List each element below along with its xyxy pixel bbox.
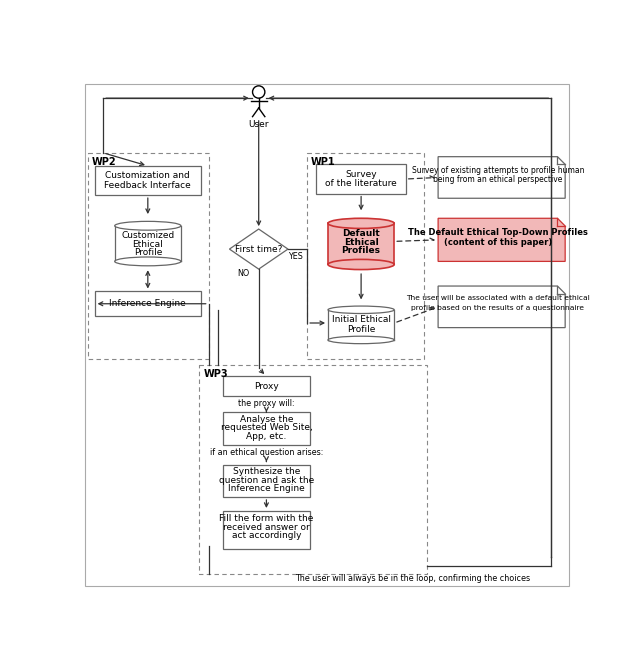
Ellipse shape [115,221,181,230]
FancyBboxPatch shape [115,226,181,262]
Text: Customization and: Customization and [106,171,190,181]
FancyBboxPatch shape [223,412,310,445]
FancyBboxPatch shape [88,153,209,359]
FancyBboxPatch shape [95,291,201,316]
Ellipse shape [328,218,394,228]
Text: Default: Default [342,229,380,238]
Text: Synthesize the: Synthesize the [233,467,300,476]
Text: Inference Engine: Inference Engine [109,299,186,308]
FancyBboxPatch shape [307,153,424,359]
Text: The user will be associated with a default ethical: The user will be associated with a defau… [406,295,589,301]
Text: question and ask the: question and ask the [219,475,314,485]
Polygon shape [438,286,565,327]
FancyBboxPatch shape [223,465,310,497]
Polygon shape [230,229,288,269]
Text: YES: YES [288,252,303,261]
FancyBboxPatch shape [95,166,201,195]
Text: (content of this paper): (content of this paper) [444,238,552,248]
Text: WP2: WP2 [92,157,116,167]
Text: Ethical: Ethical [344,238,378,246]
Text: being from an ethical perspective: being from an ethical perspective [433,175,563,185]
Text: Proxy: Proxy [254,382,279,390]
Text: Survey: Survey [346,170,377,179]
Text: App, etc.: App, etc. [246,432,287,441]
Ellipse shape [328,336,394,344]
Text: Profile: Profile [134,248,162,257]
Text: act accordingly: act accordingly [232,531,301,540]
FancyBboxPatch shape [328,310,394,340]
Polygon shape [438,157,565,199]
Text: Initial Ethical: Initial Ethical [332,315,390,325]
Text: requested Web Site,: requested Web Site, [221,423,312,432]
Text: Feedback Interface: Feedback Interface [104,181,191,190]
Text: NO: NO [237,269,250,278]
Text: of the literature: of the literature [325,179,397,188]
Text: WP1: WP1 [311,157,336,167]
Text: Ethical: Ethical [132,240,163,249]
Text: Profiles: Profiles [342,246,381,255]
Ellipse shape [115,257,181,266]
Text: Profile: Profile [347,325,375,333]
Text: WP3: WP3 [204,369,228,379]
Text: User: User [248,120,269,129]
Text: Customized: Customized [121,230,175,240]
Text: Fill the form with the: Fill the form with the [220,514,314,523]
Ellipse shape [328,306,394,313]
FancyBboxPatch shape [200,365,427,574]
Text: the proxy will:: the proxy will: [238,399,294,408]
FancyBboxPatch shape [316,165,406,194]
Text: Inference Engine: Inference Engine [228,484,305,493]
Text: Survey of existing attempts to profile human: Survey of existing attempts to profile h… [412,166,584,175]
Text: The user will always be in the loop, confirming the choices: The user will always be in the loop, con… [295,574,531,583]
Text: Analyse the: Analyse the [239,415,293,424]
Polygon shape [438,218,565,262]
Text: The Default Ethical Top-Down Profiles: The Default Ethical Top-Down Profiles [408,228,588,236]
Ellipse shape [328,260,394,270]
FancyBboxPatch shape [86,84,569,586]
Text: First time?: First time? [235,244,282,254]
FancyBboxPatch shape [223,511,310,549]
Circle shape [253,86,265,98]
Text: if an ethical question arises:: if an ethical question arises: [210,448,323,457]
FancyBboxPatch shape [223,376,310,396]
FancyBboxPatch shape [328,223,394,264]
Text: profile based on the results of a questionnaire: profile based on the results of a questi… [412,305,584,311]
Text: received answer or: received answer or [223,523,310,532]
